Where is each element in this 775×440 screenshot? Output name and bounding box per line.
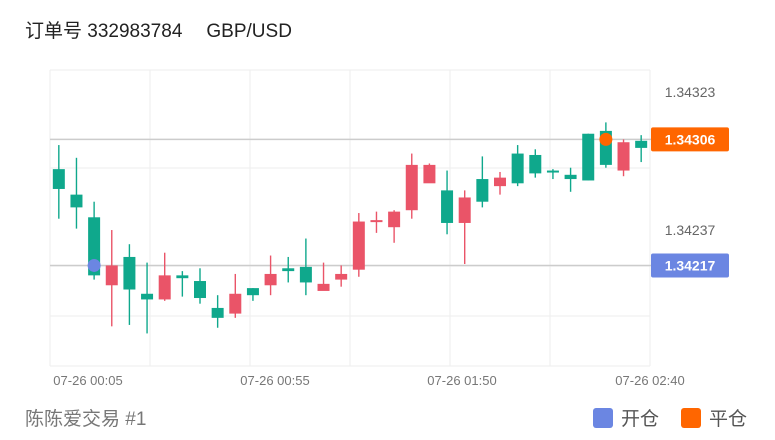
source-label: 陈陈爱交易 #1 bbox=[25, 409, 147, 430]
candle-body-4 bbox=[123, 256, 136, 290]
legend: 开仓 平仓 bbox=[571, 404, 747, 431]
x-tick-label-2: 07-26 01:50 bbox=[427, 373, 496, 388]
candle-body-33 bbox=[635, 140, 648, 148]
candle-body-11 bbox=[246, 288, 259, 296]
order-number: 订单号 332983784 bbox=[25, 21, 183, 42]
candle-body-16 bbox=[335, 273, 348, 280]
x-tick-label-1: 07-26 00:55 bbox=[240, 373, 309, 388]
candle-body-10 bbox=[229, 293, 242, 314]
legend-label-open: 开仓 bbox=[620, 409, 659, 430]
x-tick-label-0: 07-26 00:05 bbox=[53, 373, 122, 388]
candle-body-27 bbox=[529, 154, 542, 174]
candle-body-8 bbox=[194, 281, 206, 299]
legend-item-close: 平仓 bbox=[680, 404, 747, 431]
candle-body-18 bbox=[370, 220, 383, 223]
candle-body-12 bbox=[264, 273, 277, 286]
candle-body-17 bbox=[352, 221, 365, 270]
candle-body-6 bbox=[158, 275, 171, 300]
candle-body-9 bbox=[211, 307, 224, 318]
chart-header: 订单号 332983784 GBP/USD bbox=[25, 16, 292, 43]
close-marker bbox=[599, 132, 613, 146]
candle-body-24 bbox=[476, 179, 489, 202]
candle-body-7 bbox=[176, 275, 189, 279]
candle-body-19 bbox=[388, 211, 401, 228]
x-tick-label-3: 07-26 02:40 bbox=[615, 373, 684, 388]
candle-body-3 bbox=[105, 265, 118, 286]
open-marker bbox=[87, 258, 101, 272]
candle-body-5 bbox=[141, 293, 154, 300]
y-tick-label-0: 1.34323 bbox=[665, 84, 716, 100]
candle-body-28 bbox=[546, 170, 559, 173]
candle-body-1 bbox=[70, 194, 83, 208]
candle-body-22 bbox=[441, 190, 454, 223]
legend-label-close: 平仓 bbox=[708, 409, 747, 430]
candle-body-32 bbox=[617, 142, 630, 171]
legend-swatch-open bbox=[592, 407, 613, 428]
y-tick-label-1: 1.34237 bbox=[665, 222, 716, 238]
candle-body-0 bbox=[52, 169, 65, 189]
legend-swatch-close bbox=[680, 407, 701, 428]
open-price-badge-bg bbox=[651, 253, 729, 278]
candle-body-30 bbox=[582, 133, 595, 181]
open-price-badge-text: 1.34217 bbox=[665, 257, 716, 273]
candle-body-23 bbox=[458, 197, 471, 223]
candle-body-14 bbox=[299, 266, 312, 283]
currency-pair: GBP/USD bbox=[206, 21, 292, 42]
candle-body-25 bbox=[494, 177, 506, 187]
candle-body-15 bbox=[317, 283, 330, 291]
candle-body-13 bbox=[282, 268, 295, 272]
legend-item-open: 开仓 bbox=[592, 404, 659, 431]
candle-body-21 bbox=[423, 164, 436, 184]
close-price-badge-text: 1.34306 bbox=[665, 131, 716, 147]
candle-body-26 bbox=[511, 153, 524, 184]
candle-body-20 bbox=[405, 164, 418, 211]
close-price-badge-bg bbox=[651, 127, 729, 152]
candle-body-29 bbox=[564, 174, 577, 180]
